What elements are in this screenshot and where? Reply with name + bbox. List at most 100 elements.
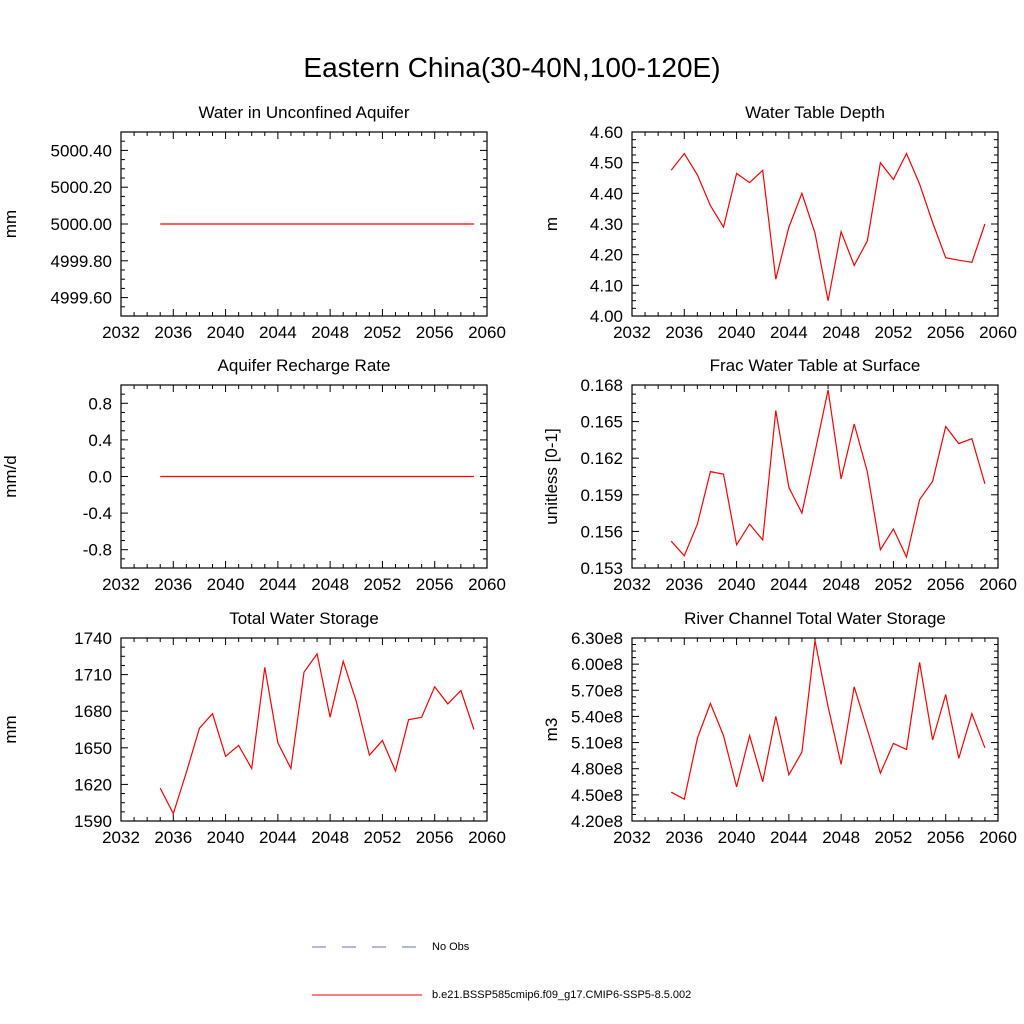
y-axis-label: m: [542, 217, 561, 231]
x-tick-label: 2032: [613, 323, 651, 342]
x-tick-label: 2032: [613, 575, 651, 594]
x-tick-label: 2048: [311, 323, 349, 342]
y-tick-label: 0.4: [88, 431, 112, 450]
plot-frame: [631, 131, 999, 317]
y-axis-label: mm: [1, 715, 20, 743]
y-tick-label: 0.153: [580, 559, 623, 578]
panel-water-table-depth: 2032 2036 2040 2044 2048 2052 2056 2060 4.00 4.10…: [542, 103, 1017, 342]
x-tick-label: 2060: [979, 575, 1017, 594]
x-tick-label: 2052: [364, 323, 402, 342]
x-tick-label: 2056: [927, 575, 965, 594]
y-tick-label: 4.20: [590, 246, 623, 265]
x-tick-label: 2044: [259, 323, 297, 342]
x-tick-label: 2056: [927, 323, 965, 342]
x-tick-label: 2040: [207, 323, 245, 342]
y-axis-label: unitless [0-1]: [542, 428, 561, 524]
plot-frame: [120, 637, 488, 822]
x-tick-label: 2036: [665, 575, 703, 594]
y-tick-label: 4.40: [590, 184, 623, 203]
y-tick-label: 1650: [74, 739, 112, 758]
y-tick-label: 4.10: [590, 276, 623, 295]
x-tick-label: 2060: [979, 323, 1017, 342]
y-tick-label: 4.00: [590, 307, 623, 326]
y-axis-label: m3: [542, 718, 561, 742]
x-tick-label: 2040: [718, 828, 756, 847]
x-tick-label: 2048: [822, 323, 860, 342]
x-tick-label: 2032: [613, 828, 651, 847]
x-tick-label: 2032: [102, 323, 140, 342]
x-tick-label: 2044: [770, 828, 808, 847]
y-tick-label: 5.70e8: [571, 681, 623, 700]
y-tick-label: 0.168: [580, 376, 623, 395]
x-tick-label: 2044: [259, 828, 297, 847]
x-tick-label: 2052: [875, 575, 913, 594]
y-tick-label: 5000.40: [51, 141, 112, 160]
x-tick-label: 2036: [665, 828, 703, 847]
plot-frame: [631, 384, 999, 569]
y-tick-label: 4.80e8: [571, 760, 623, 779]
x-tick-label: 2052: [364, 575, 402, 594]
y-tick-label: -0.8: [83, 541, 112, 560]
y-tick-label: 1710: [74, 666, 112, 685]
x-tick-label: 2032: [102, 828, 140, 847]
panel-title: River Channel Total Water Storage: [684, 609, 946, 628]
legend-label-no-obs: No Obs: [432, 941, 470, 953]
x-tick-label: 2060: [468, 575, 506, 594]
x-tick-label: 2032: [102, 575, 140, 594]
y-tick-label: 0.162: [580, 449, 623, 468]
x-tick-label: 2060: [979, 828, 1017, 847]
y-tick-label: -0.4: [83, 504, 112, 523]
plot-frame: [631, 637, 999, 822]
x-tick-label: 2048: [311, 828, 349, 847]
y-tick-label: 6.30e8: [571, 629, 623, 648]
y-axis-label: mm/d: [1, 455, 20, 498]
panel-title: Water Table Depth: [745, 103, 885, 122]
x-tick-label: 2048: [822, 828, 860, 847]
figure-title: Eastern China(30-40N,100-120E): [303, 52, 721, 83]
x-tick-label: 2036: [154, 828, 192, 847]
x-tick-label: 2056: [416, 575, 454, 594]
x-tick-label: 2048: [822, 575, 860, 594]
y-tick-label: 5000.00: [51, 215, 112, 234]
x-tick-label: 2048: [311, 575, 349, 594]
x-tick-label: 2044: [770, 323, 808, 342]
y-tick-label: 5.40e8: [571, 707, 623, 726]
y-axis-label: mm: [1, 210, 20, 238]
y-tick-label: 0.0: [88, 468, 112, 487]
x-tick-label: 2044: [770, 575, 808, 594]
y-tick-label: 1620: [74, 775, 112, 794]
x-tick-label: 2036: [154, 575, 192, 594]
panel-water-unconfined-aquifer: 2032 2036 2040 2044 2048 2052 2056 2060 4999.60 4…: [1, 103, 506, 342]
y-tick-label: 4999.60: [51, 289, 112, 308]
x-tick-label: 2040: [207, 828, 245, 847]
y-tick-label: 4.50e8: [571, 786, 623, 805]
y-tick-label: 1680: [74, 702, 112, 721]
series-line: [670, 640, 986, 801]
panel-title: Water in Unconfined Aquifer: [198, 103, 409, 122]
y-tick-label: 0.159: [580, 486, 623, 505]
panel-aquifer-recharge-rate: 2032 2036 2040 2044 2048 2052 2056 2060 -0.8 -0.4…: [1, 356, 506, 594]
series-line: [670, 389, 986, 559]
y-tick-label: 1740: [74, 629, 112, 648]
y-tick-label: 5.10e8: [571, 734, 623, 753]
x-tick-label: 2052: [875, 828, 913, 847]
y-tick-label: 4.20e8: [571, 812, 623, 831]
series-line: [670, 152, 986, 301]
x-tick-label: 2052: [875, 323, 913, 342]
x-tick-label: 2040: [207, 575, 245, 594]
y-tick-label: 0.165: [580, 413, 623, 432]
panel-title: Aquifer Recharge Rate: [218, 356, 391, 375]
y-tick-label: 1590: [74, 812, 112, 831]
panel-river-channel-storage: 2032 2036 2040 2044 2048 2052 2056 2060 4.20e8 4.…: [542, 609, 1017, 847]
x-tick-label: 2056: [416, 828, 454, 847]
x-tick-label: 2044: [259, 575, 297, 594]
x-tick-label: 2040: [718, 323, 756, 342]
panel-frac-water-table-surface: 2032 2036 2040 2044 2048 2052 2056 2060 0.153 0.1…: [542, 356, 1017, 594]
y-tick-label: 4.30: [590, 215, 623, 234]
panel-total-water-storage: 2032 2036 2040 2044 2048 2052 2056 2060 1590 1620…: [1, 609, 506, 847]
y-tick-label: 5000.20: [51, 178, 112, 197]
x-tick-label: 2060: [468, 323, 506, 342]
y-tick-label: 0.8: [88, 394, 112, 413]
x-tick-label: 2060: [468, 828, 506, 847]
